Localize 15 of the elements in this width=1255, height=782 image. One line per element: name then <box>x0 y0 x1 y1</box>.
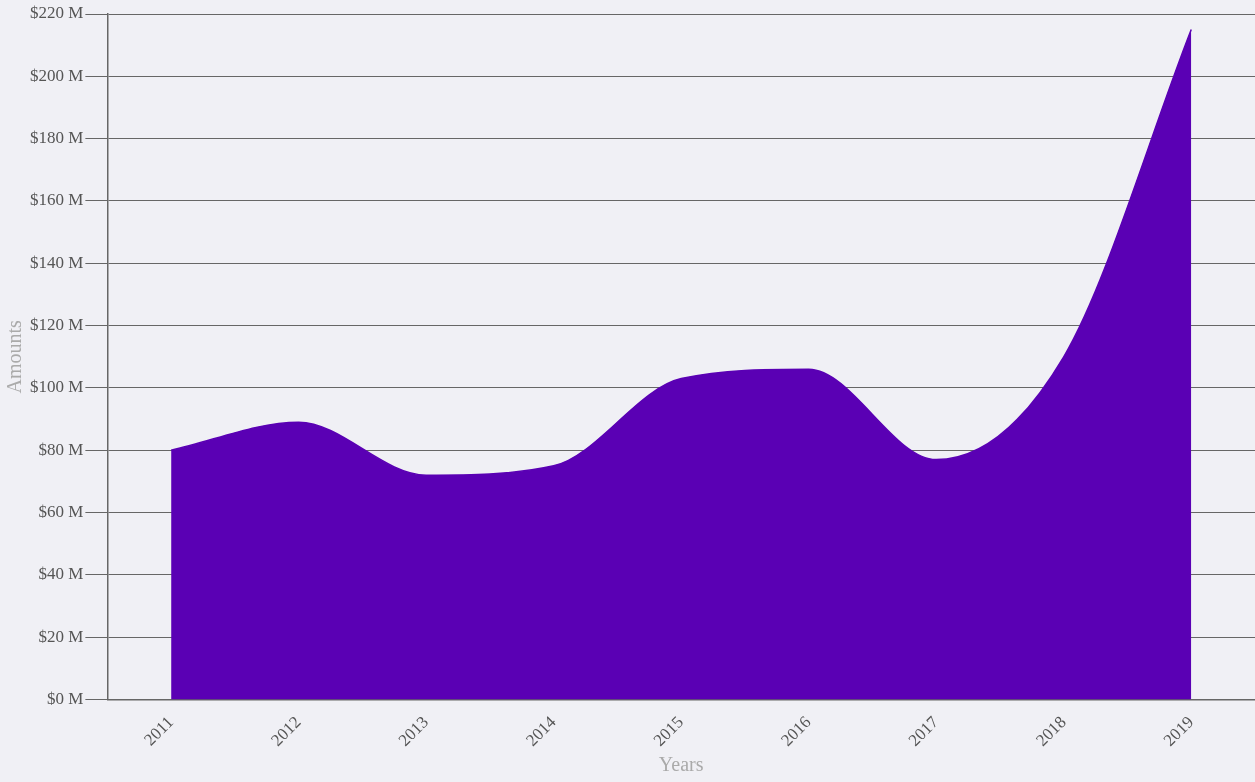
y-tick-label: $200 M <box>29 65 84 85</box>
y-tick-label: $220 M <box>29 3 84 23</box>
y-tick-label: $60 M <box>38 502 84 522</box>
y-tick-label: $20 M <box>38 626 84 646</box>
y-tick-label: $120 M <box>29 315 84 335</box>
y-tick-label: $40 M <box>38 564 84 584</box>
x-tick-label: 2011 <box>140 712 178 750</box>
y-tick-label: $100 M <box>29 377 84 397</box>
y-tick-label: $0 M <box>46 689 84 708</box>
x-axis-title: Years <box>658 753 704 776</box>
y-tick-label: $140 M <box>29 252 84 272</box>
y-axis-title: Amounts <box>3 319 26 394</box>
y-tick-label: $160 M <box>29 190 84 210</box>
y-tick-label: $180 M <box>29 128 84 148</box>
y-tick-label: $80 M <box>38 439 84 459</box>
